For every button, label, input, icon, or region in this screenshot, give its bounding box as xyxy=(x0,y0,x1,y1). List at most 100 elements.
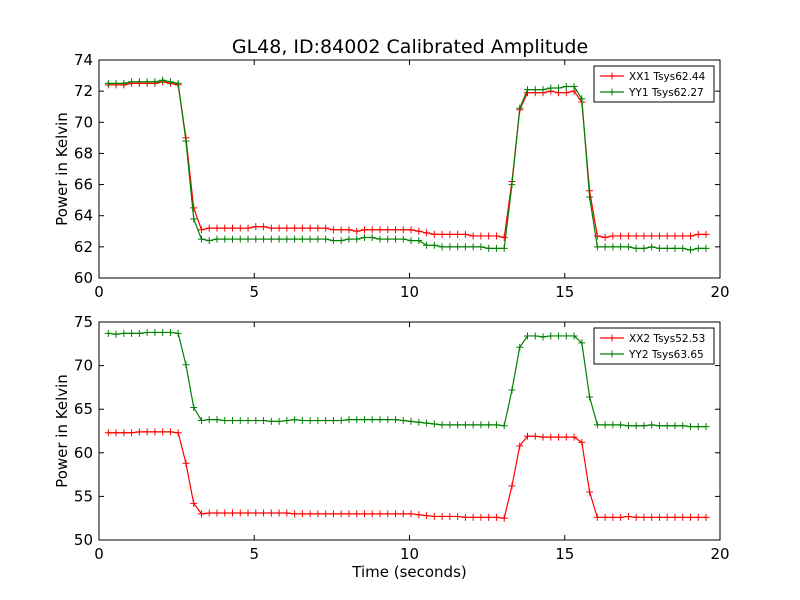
data-point xyxy=(586,193,594,201)
data-point xyxy=(663,422,671,430)
data-point xyxy=(190,403,198,411)
data-point xyxy=(360,510,368,518)
data-point xyxy=(423,512,431,520)
data-point xyxy=(454,421,462,429)
x-tick-label: 0 xyxy=(94,283,104,301)
legend: XX2 Tsys52.53 YY2 Tsys63.65 xyxy=(593,327,715,365)
data-point xyxy=(523,86,531,94)
data-point xyxy=(516,343,524,351)
data-point xyxy=(492,513,500,521)
x-tick-label: 0 xyxy=(94,545,104,563)
data-point xyxy=(415,511,423,519)
data-point xyxy=(135,78,143,86)
data-point xyxy=(275,224,283,232)
data-point xyxy=(500,234,508,242)
data-point xyxy=(632,232,640,240)
data-point xyxy=(601,513,609,521)
data-point xyxy=(174,79,182,87)
data-point xyxy=(492,421,500,429)
data-point xyxy=(694,513,702,521)
data-point xyxy=(648,421,656,429)
data-point xyxy=(329,510,337,518)
data-point xyxy=(469,232,477,240)
data-point xyxy=(376,226,384,234)
legend-marker xyxy=(608,88,616,96)
data-point xyxy=(531,332,539,340)
data-point xyxy=(694,244,702,252)
y-tick-label: 64 xyxy=(74,207,93,225)
data-point xyxy=(205,509,213,517)
data-point xyxy=(461,243,469,251)
y-tick-label: 75 xyxy=(74,313,93,331)
data-point xyxy=(407,510,415,518)
data-point xyxy=(244,224,252,232)
data-point xyxy=(221,235,229,243)
data-point xyxy=(640,244,648,252)
data-point xyxy=(329,237,337,245)
data-point xyxy=(547,332,555,340)
data-point xyxy=(260,417,268,425)
data-point xyxy=(135,428,143,436)
data-point xyxy=(128,329,136,337)
y-tick-label: 68 xyxy=(74,144,93,162)
x-tick-label: 10 xyxy=(400,545,419,563)
data-point xyxy=(570,332,578,340)
data-point xyxy=(360,416,368,424)
data-point xyxy=(679,513,687,521)
data-point xyxy=(407,417,415,425)
data-point xyxy=(267,235,275,243)
data-point xyxy=(609,421,617,429)
data-point xyxy=(516,104,524,112)
data-point xyxy=(547,84,555,92)
data-point xyxy=(539,333,547,341)
data-point xyxy=(283,509,291,517)
data-point xyxy=(221,224,229,232)
data-point xyxy=(205,416,213,424)
data-point xyxy=(562,332,570,340)
data-point xyxy=(663,244,671,252)
data-point xyxy=(229,235,237,243)
data-point xyxy=(143,78,151,86)
data-point xyxy=(368,416,376,424)
data-point xyxy=(368,234,376,242)
data-point xyxy=(345,226,353,234)
data-point xyxy=(298,235,306,243)
data-point xyxy=(655,422,663,430)
data-point xyxy=(392,416,400,424)
data-point xyxy=(601,421,609,429)
data-point xyxy=(430,241,438,249)
data-point xyxy=(399,226,407,234)
data-point xyxy=(640,232,648,240)
legend-marker xyxy=(608,334,616,342)
data-point xyxy=(190,204,198,212)
data-point xyxy=(485,513,493,521)
data-point xyxy=(337,417,345,425)
data-point xyxy=(516,442,524,450)
data-point xyxy=(477,513,485,521)
data-point xyxy=(376,510,384,518)
data-point xyxy=(617,513,625,521)
data-point xyxy=(298,417,306,425)
data-point xyxy=(632,422,640,430)
data-point xyxy=(655,232,663,240)
data-point xyxy=(252,235,260,243)
y-tick-label: 55 xyxy=(74,487,93,505)
data-point xyxy=(555,433,563,441)
data-point xyxy=(555,332,563,340)
y-tick-label: 60 xyxy=(74,269,93,287)
data-point xyxy=(632,244,640,252)
data-point xyxy=(143,428,151,436)
data-point xyxy=(687,232,695,240)
data-point xyxy=(306,510,314,518)
data-point xyxy=(120,429,128,437)
y-tick-label: 70 xyxy=(74,357,93,375)
data-point xyxy=(461,421,469,429)
legend-box xyxy=(593,327,715,365)
data-point xyxy=(454,512,462,520)
data-point xyxy=(244,235,252,243)
data-point xyxy=(368,226,376,234)
data-point xyxy=(415,237,423,245)
data-point xyxy=(314,510,322,518)
data-point xyxy=(648,243,656,251)
